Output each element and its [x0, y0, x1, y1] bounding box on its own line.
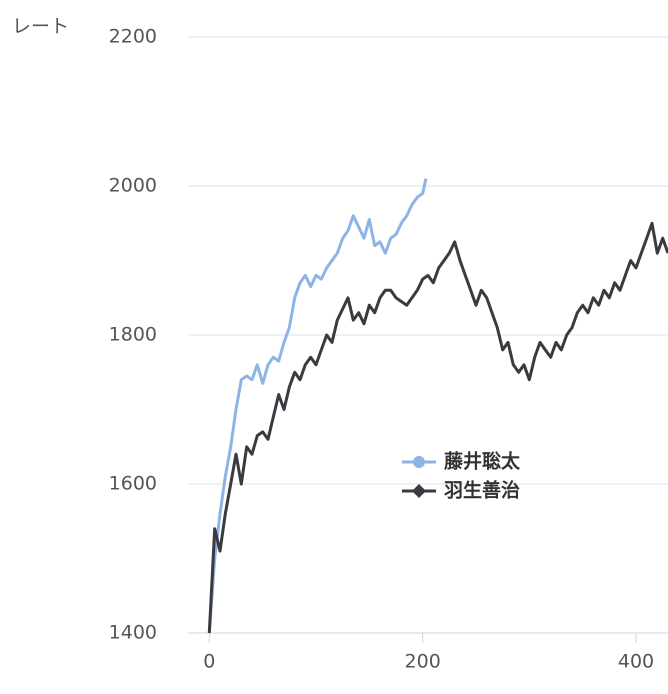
x-tick-label: 0 [203, 651, 215, 673]
y-tick-label: 1800 [109, 324, 157, 346]
y-tick-label: 1600 [109, 473, 157, 495]
x-tick-label: 200 [405, 651, 441, 673]
legend-label: 藤井聡太 [444, 450, 521, 473]
legend-label: 羽生善治 [444, 479, 520, 502]
legend-marker [412, 484, 426, 498]
y-tick-label: 2200 [109, 26, 157, 48]
y-axis-label: レート [12, 16, 69, 38]
x-tick-label: 400 [618, 651, 654, 673]
y-tick-label: 2000 [109, 175, 157, 197]
series-line [207, 178, 428, 634]
legend-marker [413, 456, 425, 468]
y-tick-label: 1400 [109, 622, 157, 644]
series-line [207, 221, 668, 634]
